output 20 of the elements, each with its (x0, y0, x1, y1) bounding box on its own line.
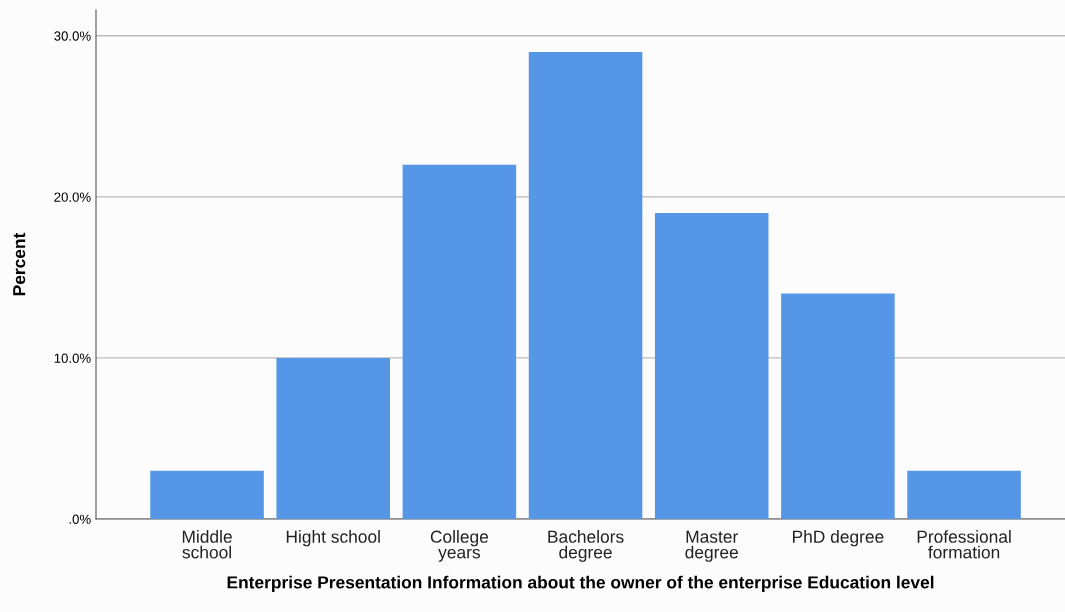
bar (402, 164, 517, 519)
y-tick-label: 30.0% (54, 31, 91, 41)
bar (528, 51, 643, 519)
x-tick-label: Master degree (685, 530, 738, 562)
x-tick-label: Bachelors degree (548, 530, 624, 562)
x-tick-label: Hight school (286, 530, 380, 547)
x-tick-label: College years (430, 530, 489, 562)
x-axis-title: Enterprise Presentation Information about the owner of the enterprise Education level (227, 575, 934, 592)
y-tick-label: .0% (69, 514, 91, 524)
bar (781, 293, 895, 519)
y-tick-label: 20.0% (54, 192, 91, 202)
bar (276, 357, 390, 519)
y-tick-label: 10.0% (54, 353, 91, 363)
x-tick-label: PhD degree (792, 530, 884, 547)
bar (654, 212, 769, 519)
bar (907, 470, 1021, 519)
x-tick-label: Professional formation (917, 530, 1011, 559)
y-axis-title: Percent (13, 232, 26, 296)
x-tick-label: Middle school (182, 530, 232, 559)
bar (150, 470, 264, 519)
